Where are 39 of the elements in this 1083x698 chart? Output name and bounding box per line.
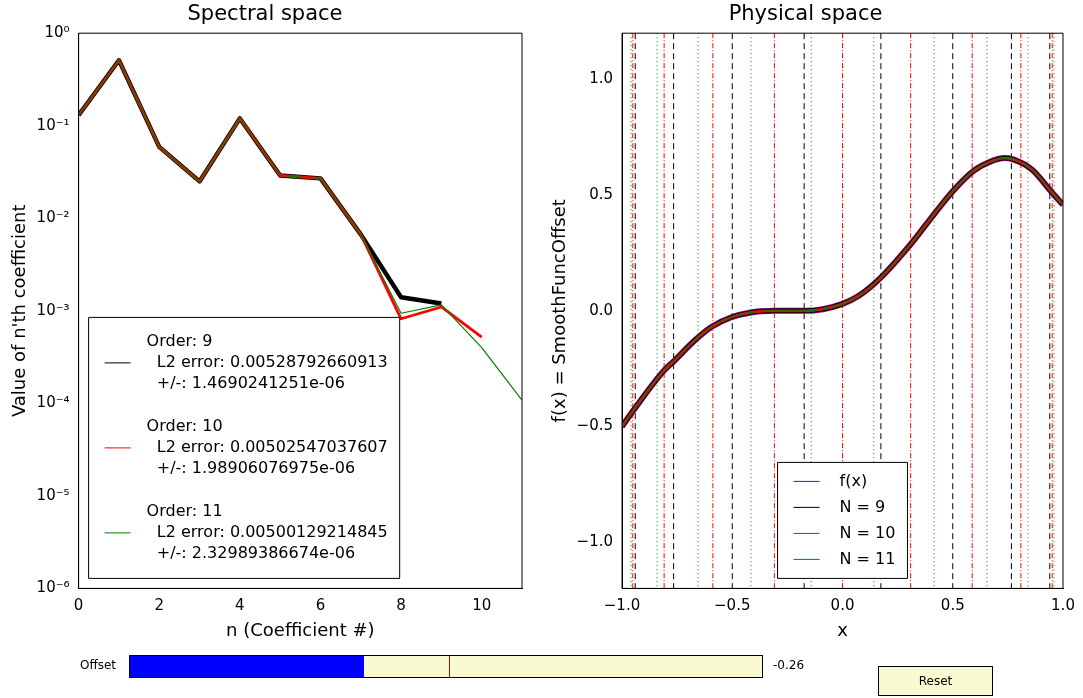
y-tick-label: −0.5 (576, 416, 614, 435)
chart-title: Spectral space (187, 1, 343, 26)
legend-label: f(x) (839, 470, 868, 490)
x-tick-label: 0.5 (940, 596, 965, 615)
y-axis-title: f(x) = SmoothFuncOffset (548, 199, 570, 423)
x-tick-label: 1.0 (1051, 596, 1075, 615)
y-tick-label: 10⁻⁶ (36, 578, 70, 597)
x-tick-label: 2 (154, 596, 165, 615)
legend-label: N = 11 (839, 548, 896, 568)
text: Offset (80, 658, 117, 672)
x-axis-title: x (837, 618, 849, 640)
x-tick-label: −1.0 (603, 596, 641, 615)
x-tick-label: 0 (73, 596, 84, 615)
y-tick-label: −1.0 (576, 532, 614, 551)
y-tick-label: 10⁻⁴ (36, 393, 70, 412)
y-tick-label: 0.5 (589, 185, 614, 204)
x-tick-label: 8 (396, 596, 406, 615)
legend-label: Order: 10 L2 error: 0.00502547037607 +/-: 1.98906076975e-06 (146, 416, 388, 478)
y-tick-label: 10⁻³ (36, 300, 70, 319)
x-tick-label: 4 (235, 596, 245, 615)
x-tick-label: 10 (472, 596, 492, 615)
y-tick-label: 10⁻² (36, 208, 70, 227)
x-tick-label: 6 (315, 596, 326, 615)
legend-label: Order: 11 L2 error: 0.00500129214845 +/-: 2.32989386674e-06 (146, 501, 388, 563)
y-tick-label: 1.0 (589, 69, 614, 88)
legend-label: N = 10 (839, 522, 896, 542)
legend-label: N = 9 (839, 496, 886, 516)
x-tick-label: 0.0 (830, 596, 855, 615)
y-tick-label: 10⁻¹ (36, 115, 70, 134)
x-tick-label: −0.5 (714, 596, 751, 615)
y-axis-title: Value of n'th coefficient (8, 204, 30, 418)
text: -0.26 (773, 658, 805, 672)
y-tick-label: 10⁰ (44, 23, 70, 42)
y-tick-label: 10⁻⁵ (36, 485, 70, 504)
reset-button: Reset (878, 666, 993, 696)
legend-label: Order: 9 L2 error: 0.00528792660913 +/-: 1.4690241251e-06 (146, 331, 388, 393)
chart-title: Physical space (728, 1, 883, 26)
y-tick-label: 0.0 (589, 300, 614, 319)
x-axis-title: n (Coefficient #) (226, 618, 375, 640)
